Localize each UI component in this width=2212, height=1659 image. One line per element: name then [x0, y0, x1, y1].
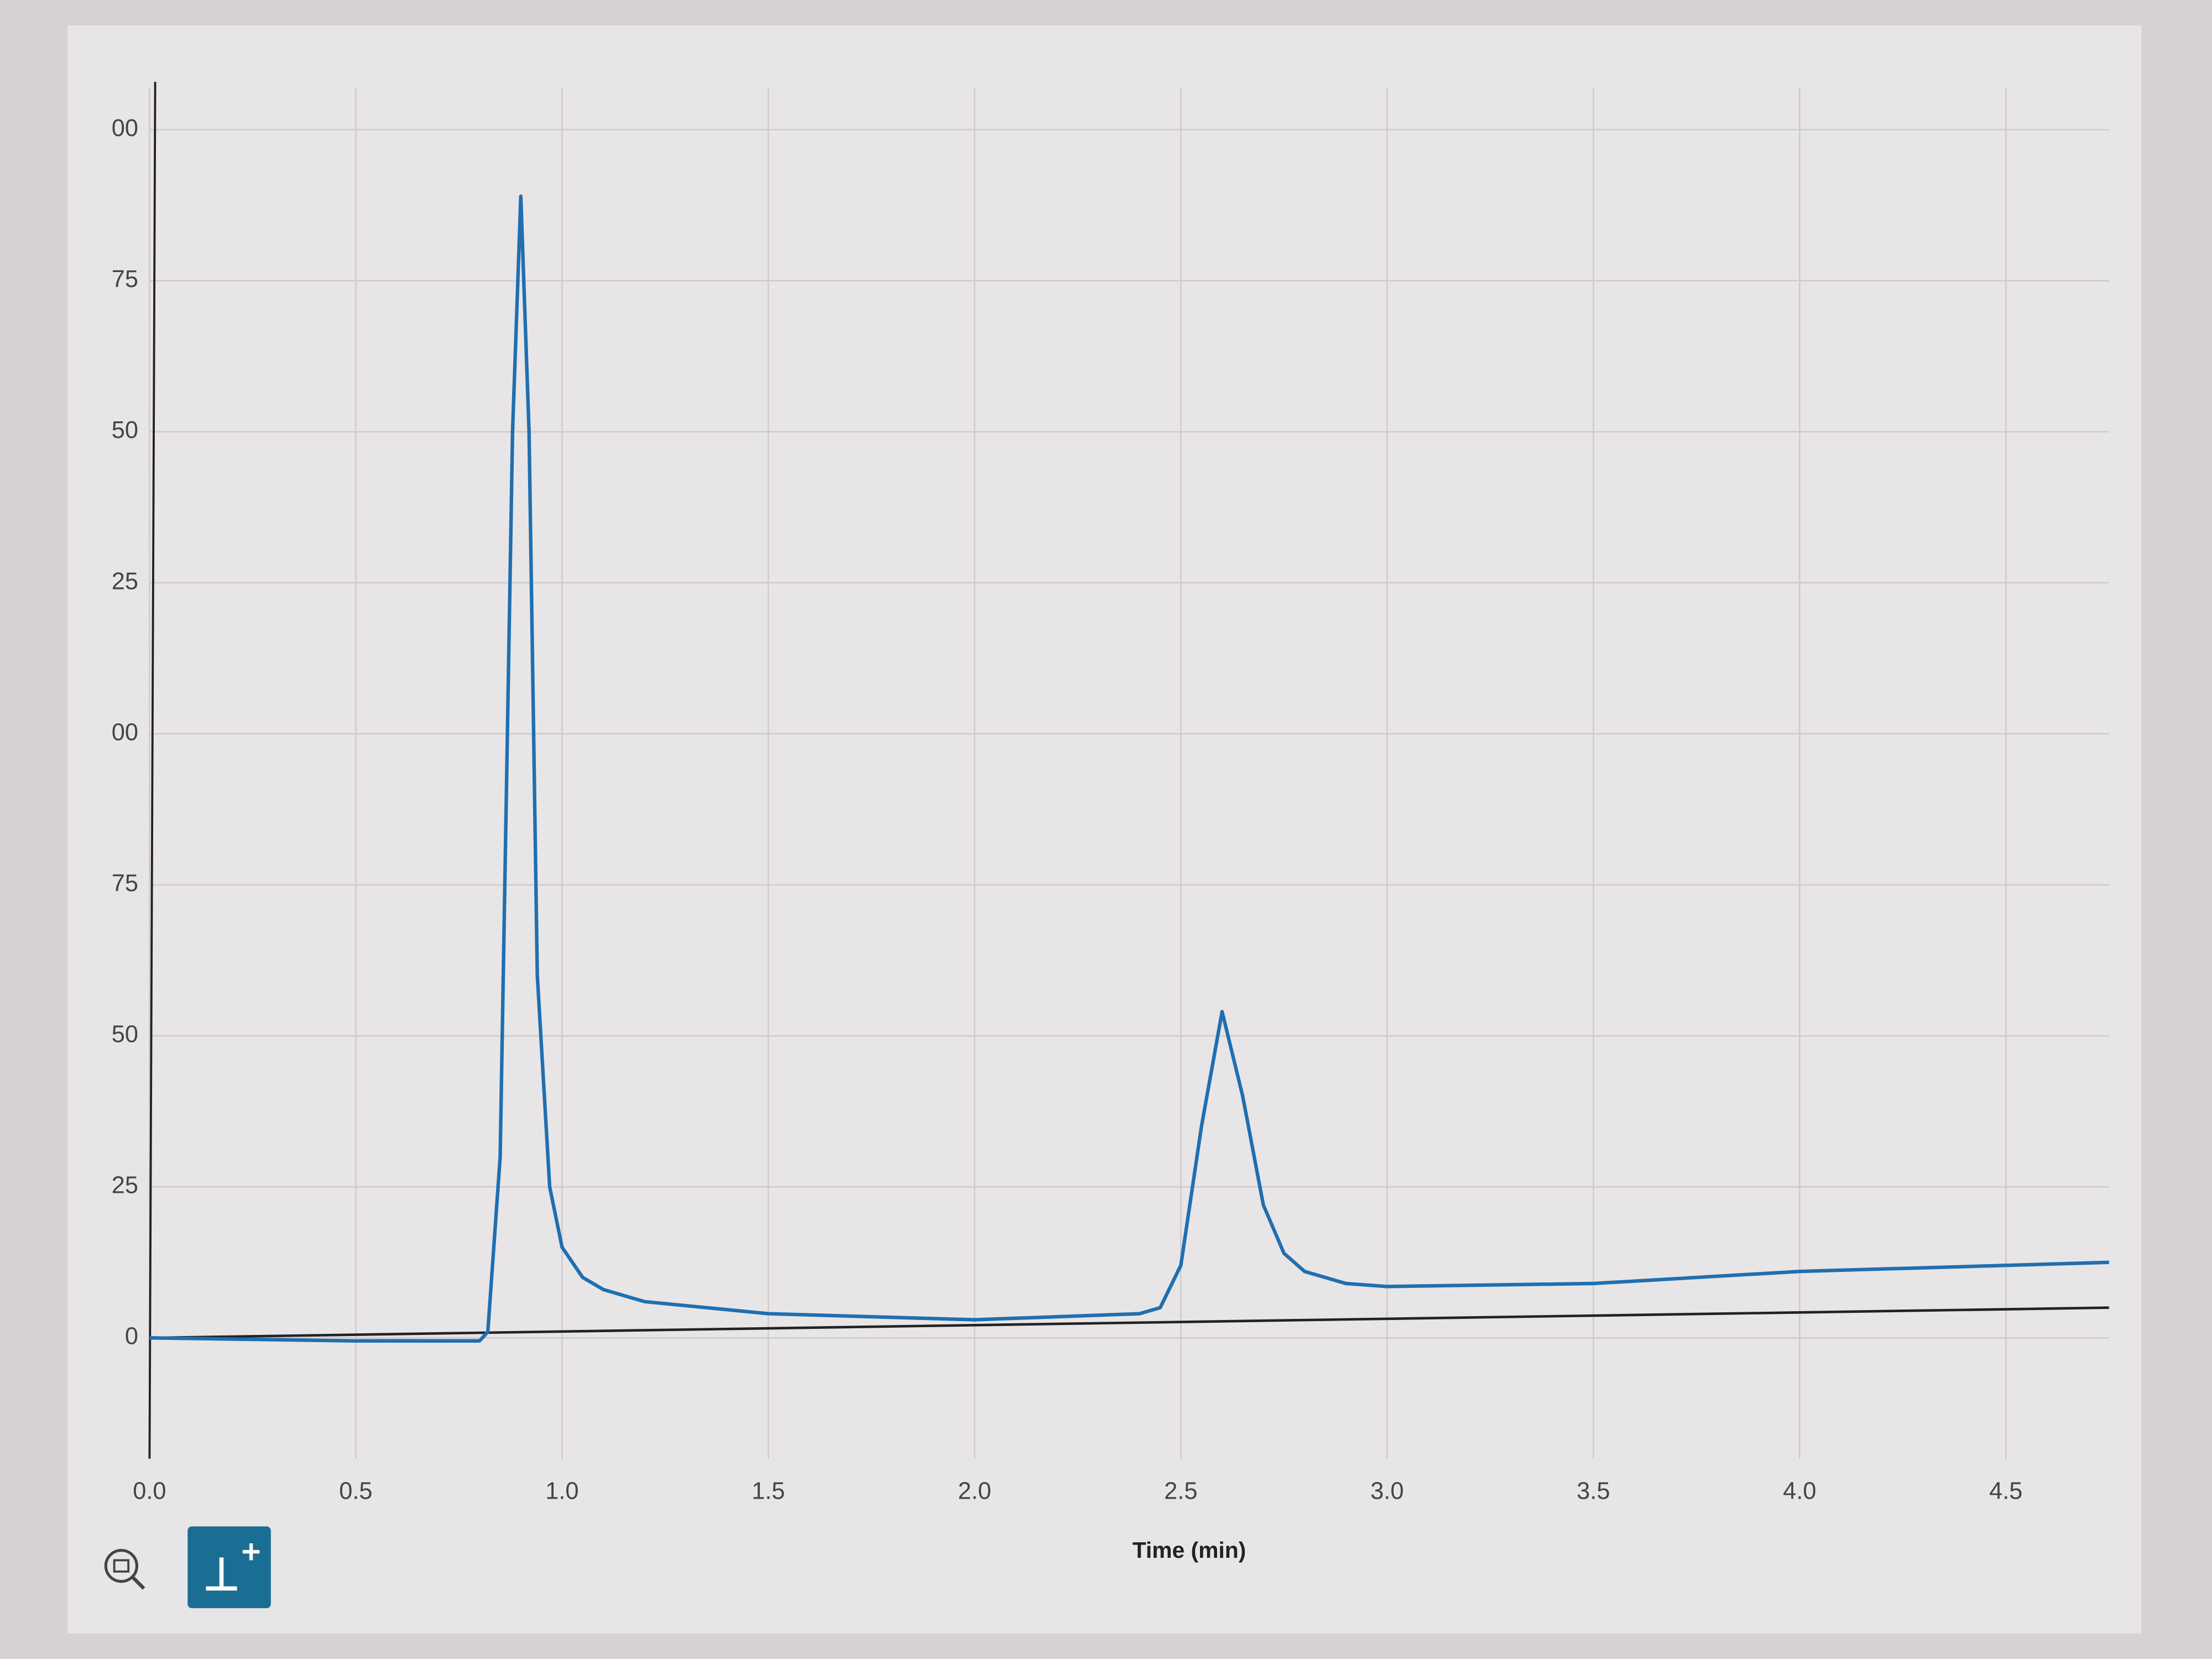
- x-tick-label: 0.0: [133, 1478, 166, 1504]
- y-tick-label: 00: [112, 719, 138, 745]
- x-tick-label: 3.5: [1577, 1478, 1610, 1504]
- y-tick-label: 75: [112, 266, 138, 293]
- x-tick-label: 3.0: [1370, 1478, 1404, 1504]
- add-peak-button[interactable]: [187, 1526, 271, 1609]
- x-tick-label: 2.0: [958, 1478, 991, 1504]
- x-axis-label: Time (min): [1133, 1537, 1246, 1563]
- x-tick-label: 1.0: [545, 1478, 578, 1504]
- x-tick-label: 0.5: [339, 1478, 372, 1504]
- x-tick-label: 4.5: [1989, 1478, 2022, 1504]
- y-tick-label: 00: [112, 115, 138, 142]
- y-tick-label: 25: [112, 568, 138, 594]
- zoom-button[interactable]: [104, 1549, 145, 1590]
- y-axis: [148, 81, 156, 1459]
- y-tick-label: 50: [112, 1021, 138, 1048]
- y-tick-label: 0: [125, 1323, 138, 1350]
- y-tick-label: 75: [112, 870, 138, 896]
- x-tick-label: 4.0: [1783, 1478, 1816, 1504]
- x-tick-label: 2.5: [1164, 1478, 1197, 1504]
- paper: [67, 25, 2142, 1634]
- baseline: [149, 1306, 2109, 1339]
- y-tick-label: 50: [112, 417, 138, 444]
- y-tick-label: 25: [112, 1172, 138, 1199]
- line-series: [149, 194, 2109, 1343]
- x-tick-label: 1.5: [752, 1478, 785, 1504]
